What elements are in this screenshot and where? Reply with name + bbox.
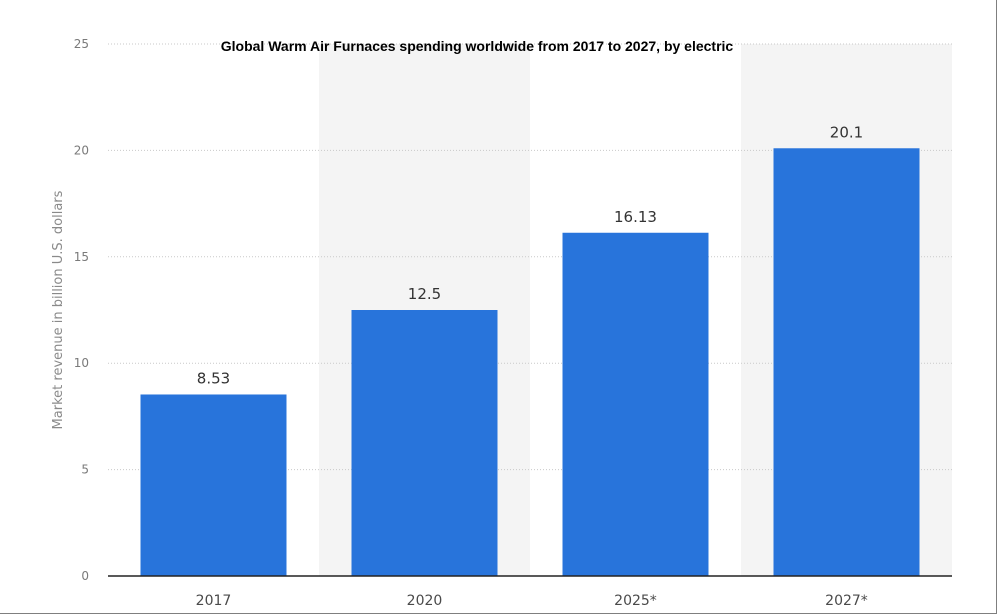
bar-value-label: 16.13 <box>614 208 657 226</box>
y-axis-label: Market revenue in billion U.S. dollars <box>51 190 66 429</box>
y-tick-label: 10 <box>74 356 89 370</box>
bar-2027 <box>773 148 920 576</box>
bar-value-label: 20.1 <box>830 123 863 141</box>
y-tick-label: 20 <box>74 143 89 157</box>
x-tick-label: 2020 <box>407 593 443 609</box>
y-tick-label: 5 <box>81 463 89 477</box>
value-labels-group: 8.53 12.5 16.13 20.1 <box>197 123 863 387</box>
y-tick-label: 0 <box>81 569 89 583</box>
y-axis-ticks: 0 5 10 15 20 25 <box>74 37 89 583</box>
x-tick-label: 2027* <box>825 593 868 609</box>
x-axis-ticks: 2017 2020 2025* 2027* <box>196 593 868 609</box>
x-tick-label: 2017 <box>196 593 232 609</box>
bar-2017 <box>140 394 287 576</box>
chart-title: Global Warm Air Furnaces spending worldw… <box>221 38 734 54</box>
x-tick-label: 2025* <box>614 593 657 609</box>
bars-group <box>140 148 920 576</box>
bar-2025 <box>562 232 709 576</box>
bar-value-label: 8.53 <box>197 369 230 387</box>
bar-2020 <box>351 310 498 576</box>
y-tick-label: 15 <box>74 250 89 264</box>
y-tick-label: 25 <box>74 37 89 51</box>
bar-value-label: 12.5 <box>408 285 441 303</box>
